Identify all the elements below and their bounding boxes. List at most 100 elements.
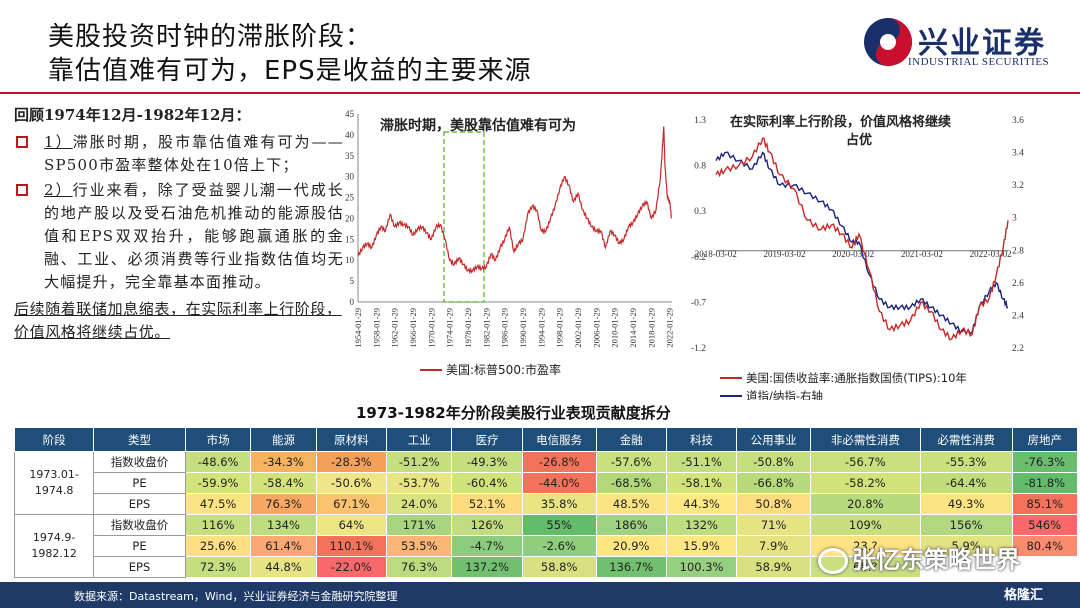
title-line-2: 靠估值难有可为，EPS是收益的主要来源 [48,56,532,86]
chart2-left-tick-label: -0.2 [691,253,706,263]
chart1-x-tick-label: 1990-01-29 [518,308,528,348]
value-cell: 80.4% [1011,535,1078,557]
chart2-annotation-line1: 在实际利率上行阶段，价值风格将继续 [730,114,951,130]
page-title: 美股投资时钟的滞胀阶段： 靠估值难有可为，EPS是收益的主要来源 [48,20,532,88]
logo-emblem-icon [864,18,912,66]
logo-en-text: INDUSTRIAL SECURITIES [908,56,1050,68]
bullet-2-number: 2） [44,181,73,199]
row-type-cell: 指数收盘价 [93,451,186,473]
chart1-y-tick-label: 10 [345,255,355,265]
value-cell: -44.0% [521,472,597,494]
value-cell: -34.3% [250,451,317,473]
value-cell [919,556,1013,578]
row-type-cell: EPS [93,556,186,578]
value-cell: 100.3% [665,556,738,578]
chart1-x-tick-label: 1962-01-29 [390,308,400,348]
value-cell: 52.1% [451,493,523,515]
table-header-cell: 阶段 [13,427,95,452]
company-logo: 兴业证券 INDUSTRIAL SECURITIES [862,14,1072,74]
chart2-right-tick-label: 3.2 [1012,181,1024,191]
chart1-x-tick-label: 1998-01-29 [555,308,565,348]
value-cell: 110.1% [315,535,388,557]
chart1-y-tick-label: 40 [345,130,355,140]
value-cell: -22.0% [315,556,388,578]
chart1-x-tick-label: 1982-01-29 [481,308,491,348]
value-cell: -64.4% [919,472,1013,494]
chart1-x-tick-label: 2006-01-29 [591,308,601,348]
chart2-left-tick-label: 1.3 [694,116,706,126]
followup-text: 后续随着联储加息缩表，在实际利率上行阶段，价值风格将继续占优。 [14,300,342,341]
table-row: PE -59.9% -58.4% -50.6% -53.7% -60.4% -44.0% -6… [15,472,1078,494]
chart2-left-tick-label: -0.7 [691,298,706,308]
value-cell: -60.4% [451,472,523,494]
chart2-right-tick-label: 2.8 [1012,246,1024,256]
chart1-y-tick-label: 0 [350,297,355,307]
value-cell: 5.9% [919,535,1013,557]
bullet-1: 1）滞胀时期，股市靠估值难有可为——SP500市盈率整体处在10倍上下； [14,131,344,177]
value-cell [1011,556,1078,578]
chart1-y-tick-label: 45 [345,109,355,119]
chart1-x-tick-label: 2002-01-29 [573,308,583,348]
pe-ratio-line [357,126,673,275]
value-cell: 156% [919,514,1013,536]
chart2-x-tick-label: 2019-03-02 [763,249,805,259]
table-row: 1974.9- 1982.12 指数收盘价 116% 134% 64% 171% 126% 55… [13,514,1078,578]
table-title: 1973-1982年分阶段美股行业表现贡献度拆分 [356,404,671,422]
value-cell: 58.9% [736,556,811,578]
table-header-cell: 市场 [184,427,252,452]
left-commentary: 回顾1974年12月-1982年12月： 1）滞胀时期，股市靠估值难有可为——S… [14,104,344,344]
value-cell: -49.3% [451,451,523,473]
value-cell: -66.8% [736,472,811,494]
value-cell: -58.4% [250,472,317,494]
industry-contribution-table: 阶段 类型 市场 能源 原材料 工业 医疗 电信服务 金融 科技 公用事业 非必需性消费 必需性消费 房地… [13,427,1078,578]
chart1-x-tick-label: 1966-01-29 [408,308,418,348]
table-header-cell: 公用事业 [736,427,811,452]
value-cell: 25.6% [184,535,252,557]
chart1-x-tick-label: 1994-01-29 [536,308,546,348]
chart1-x-tick-label: 1958-01-29 [371,308,381,348]
chart1-x-tick-label: 1970-01-29 [426,308,436,348]
chart-tips-dow-nasdaq: 1.3 0.8 0.3 -0.2 -0.7 -1.2 3.6 3.4 3.2 3 2.8 2.6 2.… [691,114,1024,400]
value-cell: 44.3% [665,493,738,515]
chart2-right-tick-label: 2.6 [1012,279,1024,289]
value-cell: -4.7% [451,535,523,557]
logo-cn-text: 兴业证券 [918,26,1046,61]
value-cell: 546% [1011,514,1078,536]
value-cell: -56.7% [809,451,921,473]
value-cell: 171% [386,514,453,536]
value-cell: -57.6% [595,451,667,473]
value-cell: 116% [184,514,252,536]
table-header-cell: 必需性消费 [919,427,1013,452]
value-cell: 49.3% [919,493,1013,515]
value-cell: 126% [451,514,523,536]
chart2-legend2-label: 道指/纳指-右轴 [746,389,823,400]
table-header-cell: 类型 [93,427,186,452]
stagflation-highlight-box [443,131,485,303]
chart2-x-tick-label: 2022-03-02 [970,249,1012,259]
chart1-x-tick-label: 1986-01-29 [500,308,510,348]
value-cell: 20.8% [809,493,921,515]
header-divider [0,92,1080,94]
value-cell: 47.5% [184,493,252,515]
table-header-cell: 医疗 [451,427,523,452]
chart1-x-tick-label: 2022-01-29 [665,308,675,348]
chart1-x-tick-label: 1978-01-29 [463,308,473,348]
value-cell: 134% [250,514,317,536]
row-type-cell: PE [93,472,186,494]
chart1-x-tick-label: 2010-01-29 [610,308,620,348]
chart2-x-tick-label: 2021-03-02 [901,249,943,259]
chart2-right-tick-label: 3 [1012,214,1017,224]
chart1-y-tick-label: 30 [345,172,355,182]
bullet-1-text: 滞胀时期，股市靠估值难有可为——SP500市盈率整体处在10倍上下； [44,133,345,174]
bullet-2: 2）行业来看，除了受益婴儿潮一代成长的地产股以及受石油危机推动的能源股估值和EP… [14,179,344,294]
table-header-cell: 非必需性消费 [809,427,921,452]
value-cell: 50.8% [736,493,811,515]
table-row: 1973.01- 1974.8 指数收盘价 -48.6% -34.3% -28.3% -51… [13,451,1078,515]
chart2-right-tick-label: 2.4 [1012,311,1024,321]
chart1-y-tick-label: 20 [345,213,355,223]
chart2-right-tick-label: 3.4 [1012,149,1024,159]
chart-pe-ratio: 0 5 10 15 20 25 30 35 40 45 1954-01-29 1958-01-29 1… [345,109,675,377]
commentary-heading: 回顾1974年12月-1982年12月： [14,106,251,124]
value-cell: -48.6% [184,451,252,473]
value-cell: 136.7% [595,556,667,578]
